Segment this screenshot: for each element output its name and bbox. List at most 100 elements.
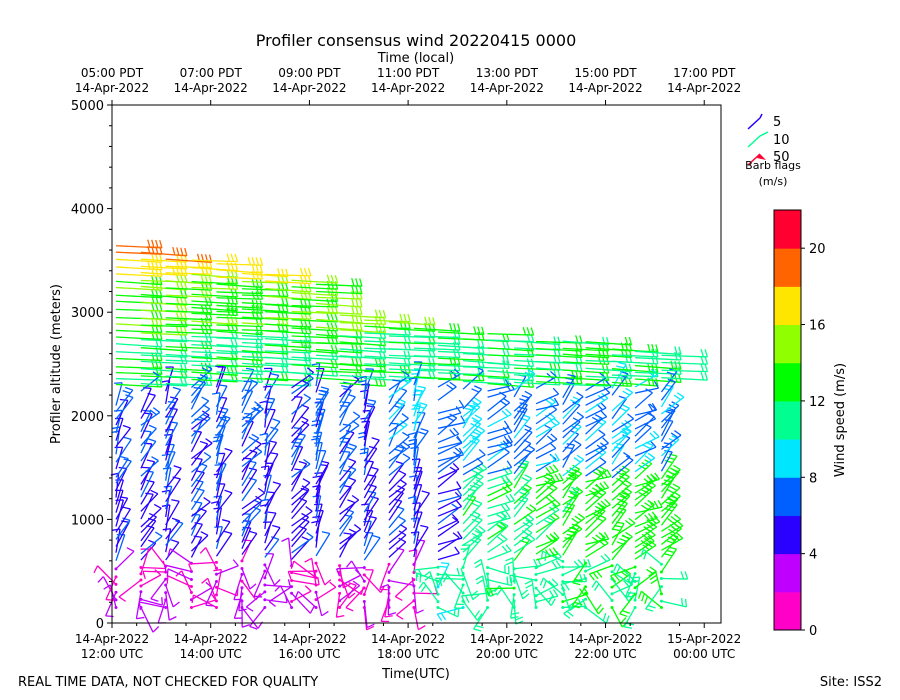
wind-barb xyxy=(241,568,251,590)
wind-barb xyxy=(140,285,187,291)
wind-barb xyxy=(115,534,126,561)
wind-barb-flag xyxy=(651,344,655,353)
wind-barb xyxy=(315,586,337,601)
wind-barb-flag xyxy=(502,356,506,365)
wind-barb xyxy=(364,363,411,367)
wind-barb-flag xyxy=(555,560,562,568)
wind-barb xyxy=(241,462,257,487)
wind-barb-flag xyxy=(220,407,229,411)
wind-barb-flag xyxy=(118,596,127,602)
wind-barb-flag xyxy=(457,608,460,617)
wind-barb-flag xyxy=(568,474,576,480)
wind-barb xyxy=(115,383,162,388)
wind-barb-flag xyxy=(105,598,114,601)
wind-barb-flag xyxy=(173,465,182,469)
wind-barb-dot xyxy=(412,578,416,582)
wind-barb-flag xyxy=(564,583,570,591)
wind-barb xyxy=(115,528,121,553)
wind-barb-flag xyxy=(496,588,503,596)
wind-barb-flag xyxy=(441,562,450,565)
wind-barb xyxy=(291,298,338,303)
wind-barb-flag xyxy=(576,454,585,461)
wind-barb xyxy=(264,311,311,315)
wind-barb-flag xyxy=(217,410,227,414)
wind-barb-flag xyxy=(452,516,460,523)
wind-barb-flag xyxy=(401,413,409,419)
wind-barb xyxy=(660,420,674,443)
wind-barb xyxy=(115,351,162,355)
wind-barb-flag xyxy=(415,389,424,392)
wind-barb xyxy=(513,532,533,547)
wind-barb-flag xyxy=(470,399,479,406)
wind-barb-flag xyxy=(301,512,309,518)
wind-barb-flag xyxy=(666,456,675,461)
wind-barb xyxy=(165,592,170,621)
wind-barb-flag xyxy=(544,552,547,561)
wind-barb xyxy=(191,306,238,312)
wind-barb xyxy=(363,574,382,594)
wind-barb-flag xyxy=(436,613,443,622)
wind-barb-flag xyxy=(616,477,624,483)
wind-barb-dot xyxy=(314,605,318,609)
wind-barb xyxy=(611,418,634,433)
wind-barb-flag xyxy=(530,358,535,367)
wind-barb-dot xyxy=(214,593,218,597)
wind-barb xyxy=(291,372,338,377)
wind-barb-flag xyxy=(505,561,514,566)
wind-barb-flag xyxy=(475,625,484,629)
wind-barb xyxy=(462,434,481,455)
wind-barb-flag xyxy=(122,506,131,510)
wind-barb-dot xyxy=(436,605,440,609)
wind-barb xyxy=(413,368,460,372)
wind-barb xyxy=(165,520,181,540)
wind-barb-flag xyxy=(474,385,482,390)
x-tick-time: 12:00 UTC xyxy=(81,647,143,661)
wind-barb-flag xyxy=(477,340,481,349)
wind-barb-flag xyxy=(336,568,341,577)
colorbar-segment xyxy=(774,286,801,326)
wind-barb xyxy=(611,354,659,358)
wind-barb xyxy=(562,396,584,413)
wind-barb-flag xyxy=(655,344,659,353)
wind-barb-flag xyxy=(307,275,312,284)
wind-barb-flag xyxy=(672,534,680,541)
wind-barb-flag xyxy=(341,385,350,388)
wind-barb-flag xyxy=(579,371,583,380)
wind-barb-flag xyxy=(473,420,481,425)
wind-barb-flag xyxy=(478,448,486,456)
wind-barb-flag xyxy=(122,424,131,429)
wind-barb-flag xyxy=(571,486,580,491)
wind-barb-flag xyxy=(593,583,600,591)
wind-barb-flag xyxy=(628,517,636,524)
wind-barb-dot xyxy=(387,562,391,566)
wind-barb-flag xyxy=(300,416,309,421)
wind-barb-flag xyxy=(259,352,263,361)
wind-barb-flag xyxy=(552,547,559,555)
wind-barb-dot xyxy=(314,590,318,594)
wind-barb-flag xyxy=(550,433,558,440)
wind-barb xyxy=(413,592,438,595)
wind-barb-dot xyxy=(314,598,318,602)
wind-barb xyxy=(634,387,659,394)
wind-barb-flag xyxy=(355,306,359,315)
wind-barb-flag xyxy=(572,464,580,470)
x-tick-time: 22:00 UTC xyxy=(574,647,636,661)
wind-barb xyxy=(191,328,238,332)
wind-barb-flag xyxy=(155,261,159,270)
wind-barb-flag xyxy=(452,349,457,358)
wind-barb xyxy=(165,265,212,269)
wind-barb-flag xyxy=(576,391,584,398)
wind-barb xyxy=(118,579,142,598)
colorbar-segment xyxy=(774,400,801,440)
wind-barb-flag xyxy=(624,378,629,387)
wind-barb xyxy=(291,371,314,389)
wind-barb-flag xyxy=(396,614,404,620)
colorbar-segment xyxy=(774,439,801,478)
wind-barb-flag xyxy=(649,432,656,440)
wind-barb-dot xyxy=(584,561,588,565)
wind-barb-flag xyxy=(666,474,674,479)
wind-barb-flag xyxy=(259,279,263,288)
wind-barb-flag xyxy=(351,344,355,353)
wind-barb-flag xyxy=(312,475,321,479)
footer-site: Site: ISS2 xyxy=(820,675,882,690)
